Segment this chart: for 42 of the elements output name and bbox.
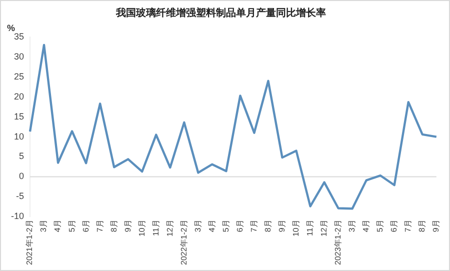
x-tick-label: 8月 bbox=[109, 220, 118, 232]
y-tick-label: 35 bbox=[14, 31, 24, 42]
x-tick-label: 4月 bbox=[53, 220, 62, 232]
y-axis-title: % bbox=[6, 22, 16, 33]
x-tick-label: 2023年1-2月 bbox=[334, 220, 343, 265]
x-tick-label: 7月 bbox=[95, 220, 104, 232]
x-tick-label: 2021年1-2月 bbox=[25, 220, 34, 265]
x-tick-label: 8月 bbox=[263, 220, 272, 232]
chart-title: 我国玻璃纤维增强塑料制品单月产量同比增长率 bbox=[115, 6, 326, 19]
x-tick-label: 7月 bbox=[249, 220, 258, 232]
x-tick-label: 5月 bbox=[376, 220, 385, 232]
x-tick-label: 9月 bbox=[277, 220, 286, 232]
y-tick-label: -5 bbox=[16, 191, 24, 202]
x-tick-label: 3月 bbox=[193, 220, 202, 232]
x-tick-label: 5月 bbox=[67, 220, 76, 232]
x-tick-label: 10月 bbox=[291, 220, 300, 237]
y-tick-label: 15 bbox=[14, 111, 24, 122]
x-tick-label: 8月 bbox=[418, 220, 427, 232]
x-tick-label: 10月 bbox=[137, 220, 146, 237]
y-tick-label: 25 bbox=[14, 71, 24, 82]
y-tick-label: 0 bbox=[18, 171, 24, 182]
y-tick-label: 20 bbox=[14, 91, 24, 102]
y-tick-label: 5 bbox=[18, 151, 24, 162]
x-tick-label: 4月 bbox=[207, 220, 216, 232]
x-tick-label: 12月 bbox=[165, 220, 174, 237]
x-tick-label: 11月 bbox=[305, 220, 314, 236]
x-tick-label: 11月 bbox=[151, 220, 160, 236]
x-tick-label: 2022年1-2月 bbox=[179, 220, 188, 265]
x-tick-label: 3月 bbox=[348, 220, 357, 232]
x-tick-label: 9月 bbox=[432, 220, 441, 232]
x-tick-label: 7月 bbox=[404, 220, 413, 232]
x-tick-label: 6月 bbox=[235, 220, 244, 232]
x-tick-label: 6月 bbox=[81, 220, 90, 232]
x-tick-label: 12月 bbox=[319, 220, 328, 237]
x-tick-label: 3月 bbox=[39, 220, 48, 232]
x-tick-label: 6月 bbox=[390, 220, 399, 232]
y-tick-label: 30 bbox=[14, 51, 24, 62]
x-tick-label: 4月 bbox=[362, 220, 371, 232]
y-tick-label: 10 bbox=[14, 131, 24, 142]
x-tick-label: 9月 bbox=[123, 220, 132, 232]
x-tick-label: 5月 bbox=[221, 220, 230, 232]
y-tick-label: -10 bbox=[10, 211, 24, 222]
